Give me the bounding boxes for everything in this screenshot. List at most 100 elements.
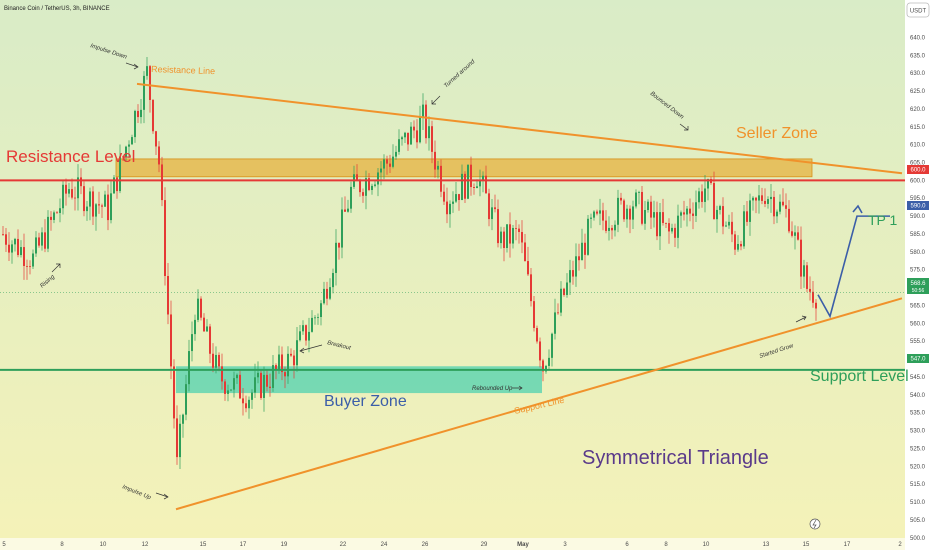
candle-body <box>533 301 535 328</box>
candle-body <box>674 227 676 238</box>
candle-body <box>332 272 334 288</box>
candle-body <box>155 131 157 147</box>
candle-body <box>689 208 691 214</box>
currency-badge[interactable]: USDT <box>906 2 930 18</box>
support-price-label: 547.0 <box>910 357 926 363</box>
candle-body <box>557 312 559 314</box>
lightning-event-icon[interactable] <box>809 518 821 530</box>
candle-body <box>602 210 604 221</box>
seller-zone-label: Seller Zone <box>736 125 818 142</box>
candle-body <box>359 180 361 193</box>
candle-body <box>356 174 358 181</box>
candle-body <box>152 99 154 132</box>
time-tick-label: 10 <box>703 542 710 548</box>
candle-body <box>467 164 469 199</box>
candle-body <box>284 372 286 377</box>
candle-body <box>731 221 733 235</box>
candle-body <box>752 197 754 201</box>
candle-body <box>548 357 550 366</box>
time-tick-label: 17 <box>240 542 247 548</box>
time-tick-label: 5 <box>2 542 6 548</box>
price-tick-label: 500.0 <box>910 536 926 542</box>
price-tick-label: 515.0 <box>910 482 926 488</box>
candle-body <box>299 331 301 341</box>
price-tick-label: 530.0 <box>910 429 926 435</box>
tp-projection-path[interactable] <box>817 215 890 319</box>
candle-body <box>326 288 328 299</box>
breakout-label: Breakout <box>327 340 352 352</box>
time-tick-label: 6 <box>625 542 629 548</box>
candle-body <box>35 237 37 254</box>
candle-body <box>116 177 118 192</box>
candle-body <box>803 265 805 277</box>
price-tick-label: 575.0 <box>910 268 926 274</box>
candle-body <box>776 211 778 217</box>
candle-body <box>29 266 31 268</box>
candle-body <box>140 109 142 118</box>
candle-body <box>422 104 424 117</box>
candle-body <box>428 126 430 139</box>
candle-body <box>350 186 352 209</box>
candle-body <box>569 270 571 283</box>
candle-body <box>806 265 808 289</box>
candle-body <box>254 377 256 393</box>
resistance-trendline[interactable] <box>136 82 903 175</box>
candle-body <box>503 231 505 249</box>
resistance-line-label: Resistance Line <box>151 64 215 76</box>
candle-body <box>617 197 619 225</box>
candle-body <box>518 228 520 233</box>
candle-body <box>227 390 229 394</box>
time-tick-label: 8 <box>60 542 64 548</box>
candle-body <box>86 206 88 212</box>
candle-body <box>812 291 814 303</box>
candle-body <box>89 191 91 207</box>
buyer-zone-label: Buyer Zone <box>324 393 407 410</box>
time-tick-label: 17 <box>844 542 851 548</box>
time-tick-label: 12 <box>142 542 149 548</box>
candle-body <box>644 210 646 224</box>
candle-body <box>530 274 532 302</box>
candle-body <box>632 206 634 220</box>
candle-body <box>182 414 184 424</box>
candle-body <box>590 217 592 219</box>
candle-body <box>449 203 451 215</box>
resistance-price-tag: 600.0 <box>907 165 929 174</box>
candle-body <box>473 187 475 188</box>
candle-body <box>635 192 637 207</box>
candle-body <box>665 222 667 224</box>
candle-body <box>119 156 121 192</box>
time-tick-label: 8 <box>664 542 668 548</box>
price-tick-label: 615.0 <box>910 125 926 131</box>
candle-body <box>137 110 139 118</box>
candle-body <box>479 179 481 187</box>
candle-body <box>209 326 211 354</box>
candle-body <box>650 201 652 218</box>
support-price-tag: 547.0 <box>907 354 929 363</box>
candle-body <box>578 256 580 261</box>
support-trendline[interactable] <box>175 297 903 511</box>
candle-body <box>410 126 412 145</box>
candle-body <box>404 132 406 138</box>
candle-body <box>32 253 34 267</box>
candle-body <box>17 238 19 256</box>
candle-body <box>740 243 742 247</box>
candle-body <box>413 126 415 131</box>
candle-body <box>389 163 391 167</box>
candle-body <box>524 242 526 262</box>
candle-body <box>257 372 259 378</box>
candle-body <box>620 197 622 201</box>
candle-body <box>371 185 373 191</box>
candle-body <box>128 144 130 147</box>
candle-body <box>149 66 151 100</box>
candle-body <box>26 265 28 267</box>
candle-body <box>476 186 478 188</box>
candle-body <box>347 208 349 212</box>
candle-body <box>581 242 583 261</box>
candle-body <box>101 205 103 207</box>
candle-body <box>218 354 220 367</box>
candle-body <box>431 126 433 152</box>
candle-body <box>260 372 262 398</box>
candle-body <box>794 232 796 236</box>
candle-body <box>566 282 568 295</box>
